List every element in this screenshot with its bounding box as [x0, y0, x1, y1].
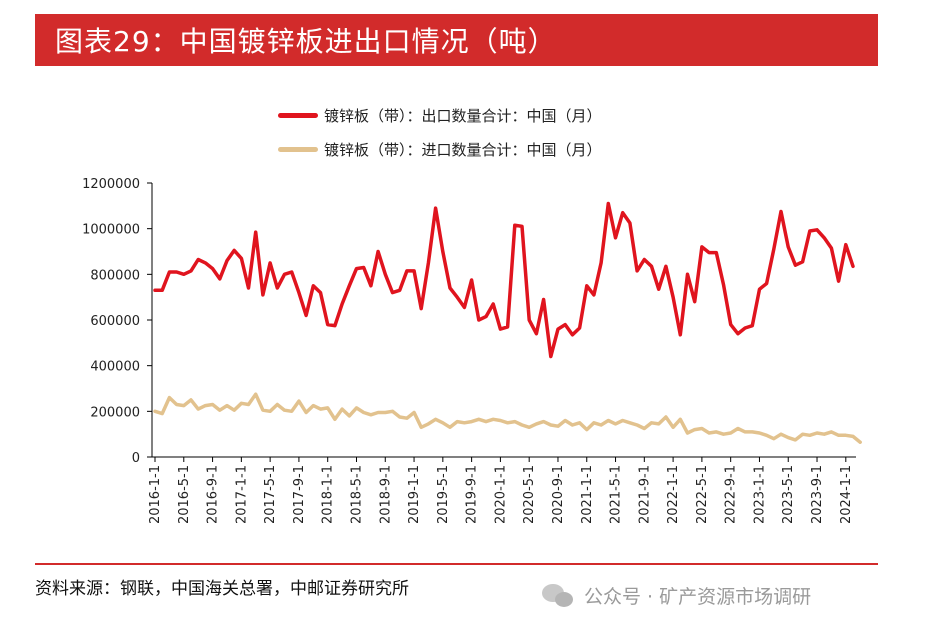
x-tick-label: 2022-5-1	[695, 465, 710, 524]
x-tick-label: 2019-1-1	[407, 465, 422, 524]
x-tick-label: 2021-5-1	[609, 465, 624, 524]
source-note: 资料来源：钢联，中国海关总署，中邮证券研究所	[35, 579, 409, 599]
x-tick-label: 2020-1-1	[493, 465, 508, 524]
footer-divider	[35, 563, 878, 565]
legend-swatch-export	[278, 112, 318, 118]
x-tick-label: 2019-9-1	[465, 465, 480, 524]
wechat-icon	[542, 583, 576, 608]
x-tick-label: 2017-5-1	[263, 465, 278, 524]
x-tick-label: 2023-1-1	[752, 465, 767, 524]
series-line-export	[153, 201, 855, 359]
y-tick-label: 200000	[90, 405, 140, 420]
page-title: 图表29：中国镀锌板进出口情况（吨）	[35, 14, 878, 66]
y-tick-label: 600000	[90, 314, 140, 329]
x-tick-label: 2024-1-1	[839, 465, 854, 524]
x-tick-label: 2016-9-1	[206, 465, 221, 524]
y-tick-label: 1200000	[82, 177, 140, 192]
legend-swatch-import	[278, 146, 318, 152]
x-tick-label: 2017-1-1	[234, 465, 249, 524]
watermark: 公众号 · 矿产资源市场调研	[542, 582, 811, 609]
x-tick-label: 2022-9-1	[724, 465, 739, 524]
legend-label-export: 镀锌板（带）：出口数量合计：中国（月）	[324, 106, 602, 125]
y-tick-label: 400000	[90, 360, 140, 375]
x-tick-label: 2023-5-1	[781, 465, 796, 524]
watermark-text: 公众号 · 矿产资源市场调研	[584, 586, 812, 608]
x-tick-label: 2021-9-1	[637, 465, 652, 524]
legend-item-export: 镀锌板（带）：出口数量合计：中国（月）	[278, 98, 602, 132]
chart-legend: 镀锌板（带）：出口数量合计：中国（月） 镀锌板（带）：进口数量合计：中国（月）	[278, 98, 602, 166]
y-tick-label: 1000000	[82, 223, 140, 238]
x-tick-label: 2016-1-1	[148, 465, 163, 524]
x-tick-label: 2019-5-1	[436, 465, 451, 524]
x-tick-label: 2021-1-1	[580, 465, 595, 524]
x-tick-label: 2023-9-1	[810, 465, 825, 524]
x-tick-label: 2020-9-1	[551, 465, 566, 524]
x-tick-label: 2016-5-1	[177, 465, 192, 524]
x-tick-label: 2018-1-1	[321, 465, 336, 524]
y-tick-label: 0	[132, 451, 140, 466]
series-line-import	[153, 392, 862, 444]
x-tick-label: 2018-9-1	[378, 465, 393, 524]
x-tick-label: 2017-9-1	[292, 465, 307, 524]
line-chart: 0 200000 400000 600000 800000 1000000 1200000 2…	[82, 177, 862, 524]
x-tick-label: 2018-5-1	[349, 465, 364, 524]
legend-label-import: 镀锌板（带）：进口数量合计：中国（月）	[324, 140, 602, 159]
legend-item-import: 镀锌板（带）：进口数量合计：中国（月）	[278, 132, 602, 166]
x-tick-label: 2022-1-1	[666, 465, 681, 524]
y-tick-label: 800000	[90, 268, 140, 283]
x-tick-label: 2020-5-1	[522, 465, 537, 524]
page-title-text: 图表29：中国镀锌板进出口情况（吨）	[55, 25, 557, 58]
